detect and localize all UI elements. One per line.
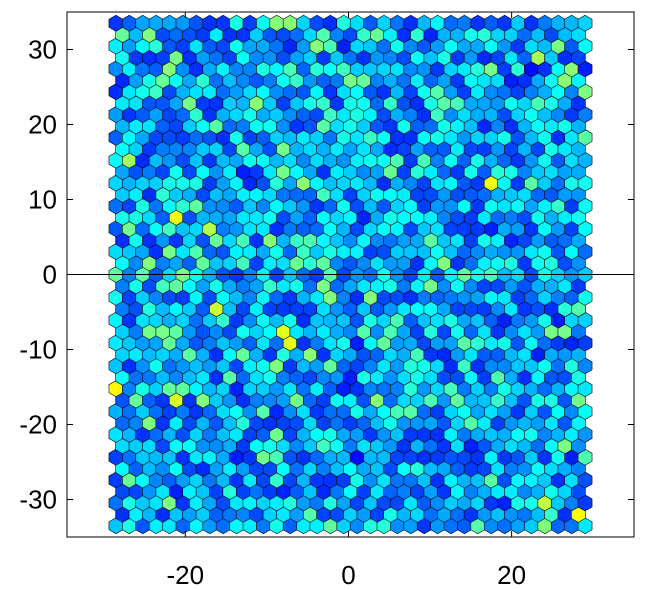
x-tick-label: 20: [497, 560, 526, 590]
y-axis: -30 -20 -10 0 10 20 30: [19, 35, 634, 515]
x-axis: -20 0 20: [167, 12, 526, 590]
y-tick-label: 0: [43, 260, 57, 290]
hexbin-cells: [108, 14, 593, 535]
x-tick-label: -20: [167, 560, 205, 590]
y-tick-label: -20: [19, 410, 57, 440]
y-tick-label: 10: [28, 185, 57, 215]
x-tick-label: 0: [341, 560, 355, 590]
y-tick-label: 30: [28, 35, 57, 65]
y-tick-label: 20: [28, 110, 57, 140]
hex-cell: [577, 14, 593, 32]
y-tick-label: -10: [19, 335, 57, 365]
y-tick-label: -30: [19, 485, 57, 515]
